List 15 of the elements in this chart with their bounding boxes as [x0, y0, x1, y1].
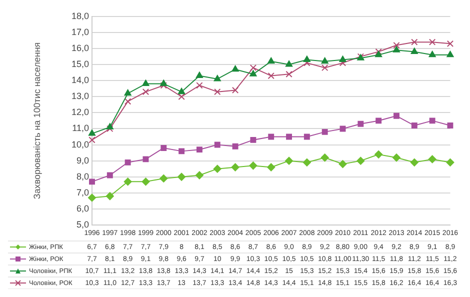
- y-tick-label: 7,0: [76, 187, 89, 198]
- y-tick-label: 8,0: [76, 171, 89, 182]
- y-tick-label: 5,0: [76, 219, 89, 230]
- y-tick-label: 11,0: [72, 123, 89, 134]
- y-tick-label: 18,0: [71, 10, 89, 21]
- y-tick-label: 6,0: [76, 203, 89, 214]
- y-tick-label: 9,0: [76, 155, 89, 166]
- y-axis-title: Захворюваність на 100тис населення: [32, 42, 42, 200]
- y-tick-label: 10,0: [71, 139, 89, 150]
- y-tick-label: 12,0: [71, 107, 89, 118]
- y-tick-label: 15,0: [71, 59, 89, 70]
- y-tick-label: 14,0: [71, 75, 89, 86]
- y-tick-label: 13,0: [71, 91, 89, 102]
- y-tick-label: 16,0: [71, 42, 89, 53]
- y-tick-label: 17,0: [71, 26, 89, 37]
